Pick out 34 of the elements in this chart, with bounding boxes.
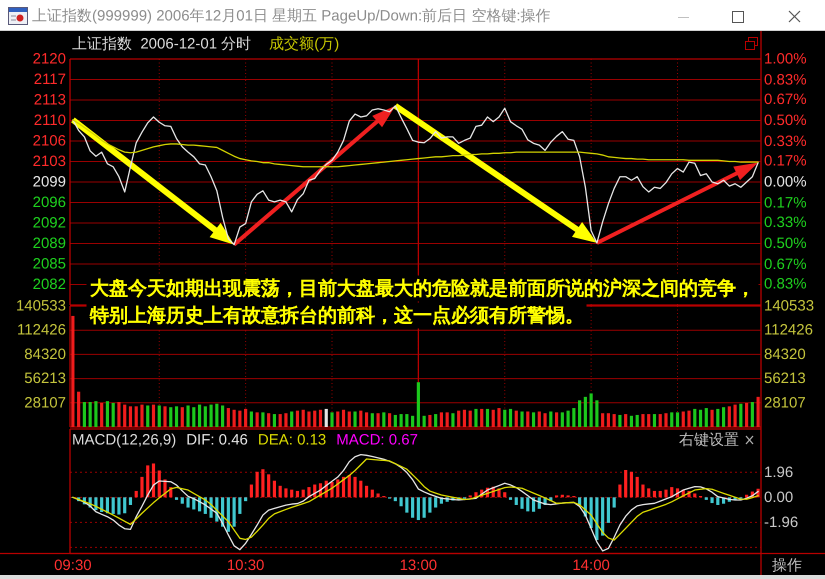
y2-tick-label: 0.50%: [764, 235, 807, 252]
y2-tick-label: 0.83%: [764, 71, 807, 88]
y-tick-label: 2096: [32, 194, 66, 211]
y-tick-label: 84320: [24, 346, 66, 363]
y-tick-label: 2082: [32, 276, 66, 293]
y2-tick-label: 0.33%: [764, 132, 807, 150]
y2-tick-label: 0.67%: [764, 256, 807, 273]
chart-subtitle: 上证指数 2006-12-01 分时: [72, 36, 252, 52]
y-tick-label: 56213: [24, 370, 66, 388]
y2-tick-label: 0.33%: [764, 214, 807, 232]
y-tick-label: 140533: [16, 298, 66, 314]
y2-tick-label: 0.00%: [764, 174, 807, 190]
y-tick-label: 2106: [32, 132, 66, 150]
y-tick-label: 2099: [32, 174, 66, 190]
y-tick-label: 2092: [32, 214, 66, 232]
annotation: 大盘今天如期出现震荡，目前大盘最大的危险就是前面所说的沪深之间的竞争，: [90, 278, 755, 300]
y2-tick-label: 0.50%: [764, 112, 807, 129]
y2-tick-label: 0.83%: [764, 276, 807, 293]
y2-tick-label: 0.17%: [764, 194, 807, 212]
y2-tick-label: 0.17%: [764, 152, 807, 170]
text: 成交额(万): [269, 36, 340, 52]
y-tick-label: 112426: [17, 322, 66, 339]
y-tick-label: 2117: [34, 71, 66, 88]
y-tick-label: 28107: [24, 394, 66, 412]
y-tick-label: 2103: [32, 153, 66, 170]
y-tick-label: 2089: [32, 235, 66, 252]
y-tick-label: 2120: [32, 50, 66, 68]
y-tick-label: 2085: [32, 256, 66, 272]
y-tick-label: 2110: [34, 112, 66, 129]
y2-tick-label: 1.00%: [764, 50, 807, 68]
y2-tick-label: 0.67%: [764, 91, 807, 108]
chart-title: 上证指数(999999) 2006年12月01日 星期五 PageUp/Down:前后日 空格键:操作: [32, 8, 551, 24]
y-tick-label: 2113: [34, 92, 66, 108]
annotation: 特别上海历史上有故意拆台的前科，这一点必须有所警惕。: [89, 304, 584, 326]
